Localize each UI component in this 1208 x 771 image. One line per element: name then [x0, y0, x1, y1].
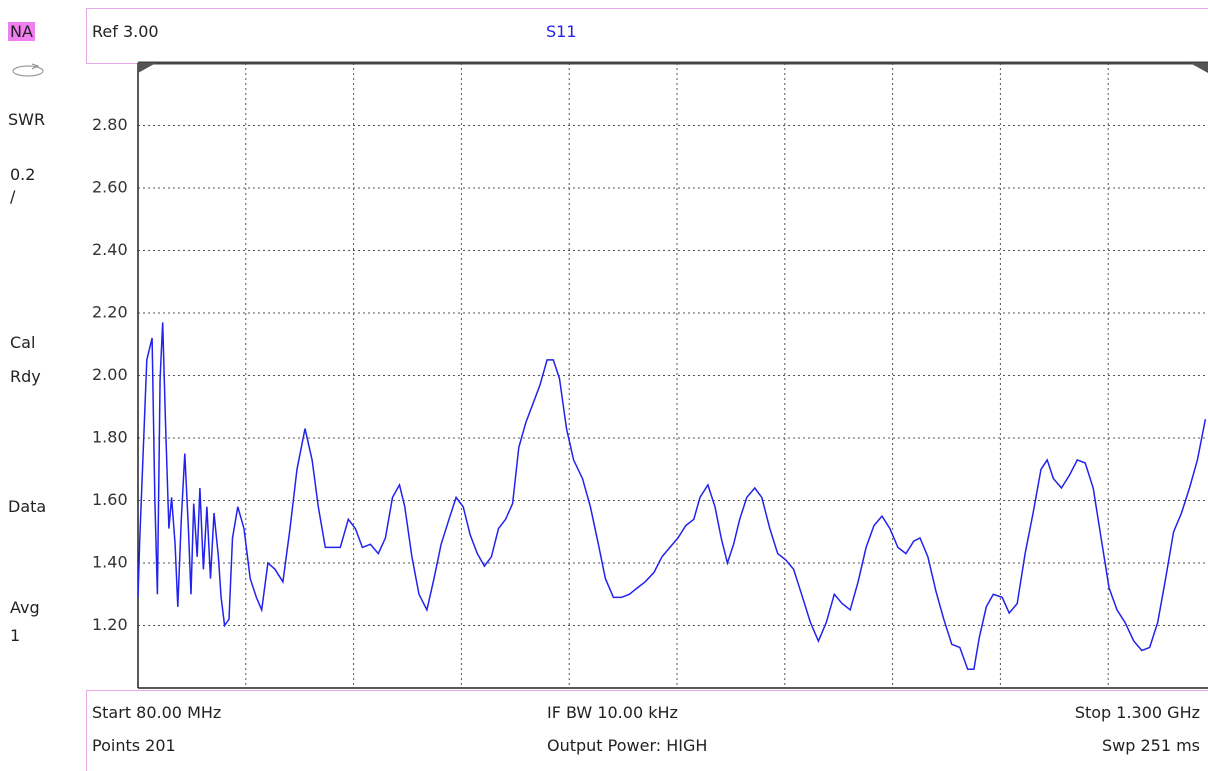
- start-label: Start 80.00 MHz: [92, 703, 222, 722]
- avg-label: Avg: [10, 598, 40, 617]
- scale-unit: /: [10, 187, 16, 206]
- ifbw-label: IF BW 10.00 kHz: [547, 703, 678, 722]
- y-tick-label: 2.80: [92, 115, 128, 134]
- y-tick-label: 2.20: [92, 303, 128, 322]
- y-tick-label: 2.60: [92, 178, 128, 197]
- trace-line: [137, 322, 1207, 671]
- y-tick-label: 2.00: [92, 365, 128, 384]
- measurement-label: S11: [546, 22, 577, 41]
- points-label: Points 201: [92, 736, 176, 755]
- sweep-icon: [12, 63, 44, 77]
- avg-value: 1: [10, 626, 21, 645]
- corner-marker: [138, 63, 156, 73]
- mode-label: NA: [8, 22, 35, 41]
- y-tick-label: 2.40: [92, 240, 128, 259]
- cal-status: Rdy: [10, 367, 41, 386]
- cal-label: Cal: [10, 333, 36, 352]
- y-tick-label: 1.20: [92, 615, 128, 634]
- y-tick-label: 1.60: [92, 490, 128, 509]
- corner-marker: [1190, 63, 1208, 73]
- y-tick-label: 1.40: [92, 553, 128, 572]
- scale-label: 0.2: [10, 165, 36, 184]
- ref-label: Ref 3.00: [92, 22, 159, 41]
- sweep-label: Swp 251 ms: [1101, 736, 1200, 755]
- footer-panel: [86, 690, 1208, 771]
- y-tick-label: 1.80: [92, 428, 128, 447]
- header-panel: [86, 8, 1208, 64]
- power-label: Output Power: HIGH: [547, 736, 708, 755]
- stop-label: Stop 1.300 GHz: [1074, 703, 1200, 722]
- trace-label: Data: [8, 497, 47, 516]
- format-label: SWR: [8, 110, 46, 129]
